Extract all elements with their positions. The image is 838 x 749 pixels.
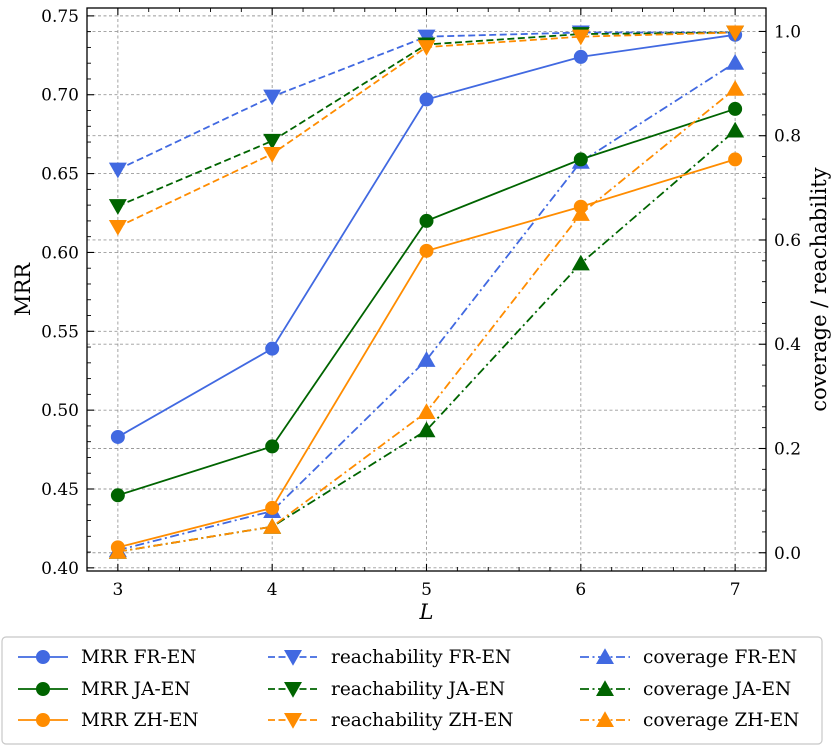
data-point-mrr-fr-en [110, 429, 125, 444]
y-left-tick-label: 0.55 [41, 322, 79, 342]
y-right-tick-label: 0.8 [774, 127, 801, 147]
data-point-mrr-fr-en [265, 341, 280, 356]
legend-label-mrr-ja-en: MRR JA-EN [81, 679, 190, 700]
data-point-mrr-zh-en [728, 152, 743, 167]
data-point-mrr-zh-en [419, 243, 434, 258]
y-right-tick-label: 0.4 [774, 335, 801, 355]
data-point-reachability-fr-en [108, 162, 127, 179]
data-point-coverage-zh-en [108, 542, 127, 559]
legend-marker-coverage-fr-en [596, 648, 614, 664]
data-point-reachability-ja-en [263, 133, 282, 150]
legend-label-mrr-zh-en: MRR ZH-EN [81, 710, 199, 731]
x-axis-label: L [419, 600, 434, 624]
x-tick-label: 5 [421, 580, 432, 600]
data-point-reachability-zh-en [108, 219, 127, 236]
data-point-reachability-zh-en [263, 146, 282, 163]
legend: MRR FR-EN MRR JA-EN MRR ZH-EN reachability … [1, 636, 823, 745]
data-point-mrr-ja-en [110, 488, 125, 503]
y-left-tick-label: 0.65 [41, 165, 79, 185]
legend-label-mrr-fr-en: MRR FR-EN [81, 647, 196, 668]
legend-label-reachability-zh-en: reachability ZH-EN [331, 710, 513, 731]
data-point-mrr-zh-en [265, 500, 280, 515]
data-point-reachability-fr-en [263, 89, 282, 106]
legend-marker-coverage-ja-en [596, 680, 614, 696]
data-point-mrr-ja-en [419, 213, 434, 228]
data-point-mrr-fr-en [419, 92, 434, 107]
legend-box [1, 636, 823, 745]
y-right-tick-label: 1.0 [774, 22, 801, 42]
data-point-mrr-ja-en [573, 152, 588, 167]
y-right-tick-label: 0.2 [774, 439, 801, 459]
x-tick-label: 4 [267, 580, 278, 600]
legend-label-coverage-zh-en: coverage ZH-EN [643, 710, 799, 731]
y-axis-label-right: coverage / reachability [807, 167, 831, 411]
data-point-reachability-fr-en [417, 29, 436, 46]
data-point-reachability-ja-en [108, 199, 127, 215]
data-point-reachability-zh-en [571, 29, 590, 46]
legend-marker-mrr-ja-en [36, 682, 50, 696]
legend-marker-coverage-zh-en [596, 711, 614, 727]
legend-label-coverage-fr-en: coverage FR-EN [643, 647, 797, 668]
ticks [87, 8, 766, 571]
y-left-tick-label: 0.70 [41, 86, 79, 106]
series-line-coverage-fr-en [117, 61, 736, 552]
data-point-coverage-fr-en [417, 351, 436, 367]
data-point-coverage-ja-en [726, 121, 745, 138]
tick-labels: 3 4 5 6 7 0.40 0.45 0.50 0.55 0.60 0.65 0.70 0.75 0.0… [41, 7, 801, 600]
data-point-coverage-zh-en [417, 403, 436, 420]
x-tick-label: 7 [730, 580, 741, 600]
y-right-tick-label: 0.0 [774, 544, 801, 564]
x-tick-label: 6 [575, 580, 586, 600]
legend-label-coverage-ja-en: coverage JA-EN [643, 679, 791, 700]
data-point-reachability-zh-en [726, 25, 745, 42]
x-tick-label: 3 [112, 580, 123, 600]
data-point-coverage-ja-en [571, 254, 590, 271]
grid [87, 8, 766, 571]
data-point-mrr-ja-en [265, 439, 280, 454]
y-axis-label-left: MRR [11, 262, 35, 316]
y-left-tick-label: 0.40 [41, 559, 79, 579]
legend-marker-reachability-fr-en [284, 650, 302, 666]
data-point-coverage-fr-en [726, 54, 745, 70]
series-markers [108, 25, 745, 559]
data-point-mrr-fr-en [573, 49, 588, 64]
y-left-tick-label: 0.75 [41, 7, 79, 27]
y-right-tick-label: 0.6 [774, 231, 801, 251]
legend-marker-mrr-zh-en [36, 713, 50, 727]
data-point-coverage-zh-en [571, 205, 590, 221]
data-point-coverage-zh-en [263, 517, 282, 534]
legend-label-reachability-ja-en: reachability JA-EN [331, 679, 505, 700]
data-point-reachability-zh-en [417, 40, 436, 56]
y-left-tick-label: 0.45 [41, 480, 79, 500]
legend-label-reachability-fr-en: reachability FR-EN [331, 647, 511, 668]
data-point-coverage-ja-en [417, 421, 436, 438]
legend-marker-reachability-ja-en [284, 682, 302, 698]
legend-marker-mrr-fr-en [36, 650, 50, 664]
data-point-mrr-ja-en [728, 101, 743, 116]
series-lines [117, 31, 736, 553]
data-point-coverage-zh-en [726, 80, 745, 96]
y-left-tick-label: 0.60 [41, 243, 79, 263]
legend-marker-reachability-zh-en [284, 713, 302, 729]
y-left-tick-label: 0.50 [41, 401, 79, 421]
